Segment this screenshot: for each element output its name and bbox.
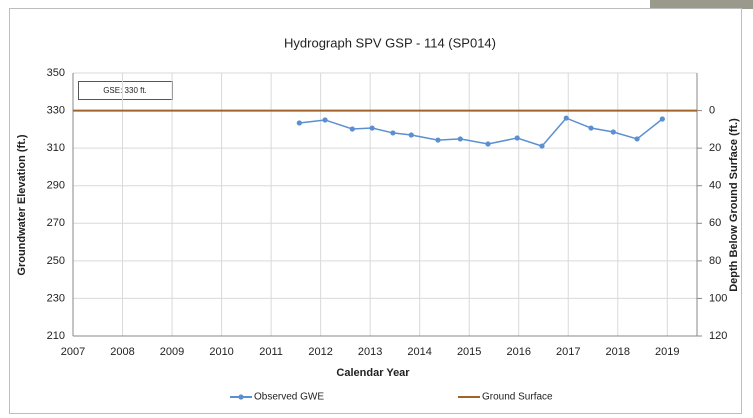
y-tick-label: 330	[47, 104, 65, 116]
data-point	[610, 129, 616, 135]
x-tick-label: 2011	[259, 346, 283, 358]
data-point	[539, 143, 545, 149]
x-tick-label: 2019	[655, 346, 679, 358]
data-point	[659, 116, 665, 122]
data-point	[514, 135, 520, 141]
data-point	[390, 130, 396, 136]
data-point	[296, 120, 302, 126]
annotation: GSE: 330 ft.	[103, 86, 147, 95]
data-point	[485, 141, 491, 147]
x-axis-label: Calendar Year	[336, 367, 410, 379]
data-point	[457, 136, 463, 142]
data-point	[369, 125, 375, 131]
y-tick-label: 230	[47, 292, 65, 304]
data-point	[588, 125, 594, 131]
x-tick-label: 2016	[506, 346, 530, 358]
x-tick-label: 2010	[209, 346, 233, 358]
y2-tick-label: 0	[709, 104, 715, 116]
x-tick-label: 2013	[358, 346, 382, 358]
y2-tick-label: 120	[709, 330, 727, 342]
y-tick-label: 310	[47, 142, 65, 154]
x-tick-label: 2008	[110, 346, 134, 358]
data-point	[563, 115, 569, 121]
y2-tick-label: 100	[709, 292, 727, 304]
x-tick-label: 2009	[160, 346, 184, 358]
x-tick-label: 2017	[556, 346, 580, 358]
y2-axis-label: Depth Below Ground Surface (ft.)	[728, 118, 740, 292]
map-image-fragment	[650, 0, 753, 9]
x-tick-label: 2015	[457, 346, 481, 358]
data-point	[634, 136, 640, 142]
x-tick-label: 2007	[61, 346, 85, 358]
y-tick-label: 350	[47, 67, 65, 79]
chart-frame	[9, 8, 742, 414]
data-point	[349, 126, 355, 132]
y-tick-label: 290	[47, 180, 65, 192]
data-point	[408, 132, 414, 138]
y2-tick-label: 60	[709, 217, 721, 229]
data-point	[322, 117, 328, 123]
y-axis-label: Groundwater Elevation (ft.)	[16, 134, 28, 276]
x-tick-label: 2018	[606, 346, 630, 358]
y2-tick-label: 20	[709, 142, 721, 154]
x-tick-label: 2012	[308, 346, 332, 358]
y-tick-label: 270	[47, 217, 65, 229]
y-tick-label: 210	[47, 330, 65, 342]
series-line	[299, 117, 663, 147]
legend-label: Observed GWE	[254, 392, 324, 403]
legend-marker	[238, 394, 244, 400]
y-tick-label: 250	[47, 255, 65, 267]
chart-title: Hydrograph SPV GSP - 114 (SP014)	[284, 35, 496, 50]
y2-tick-label: 40	[709, 180, 721, 192]
legend-label: Ground Surface	[482, 392, 553, 403]
x-tick-label: 2014	[407, 346, 431, 358]
y2-tick-label: 80	[709, 255, 721, 267]
data-point	[435, 137, 441, 143]
